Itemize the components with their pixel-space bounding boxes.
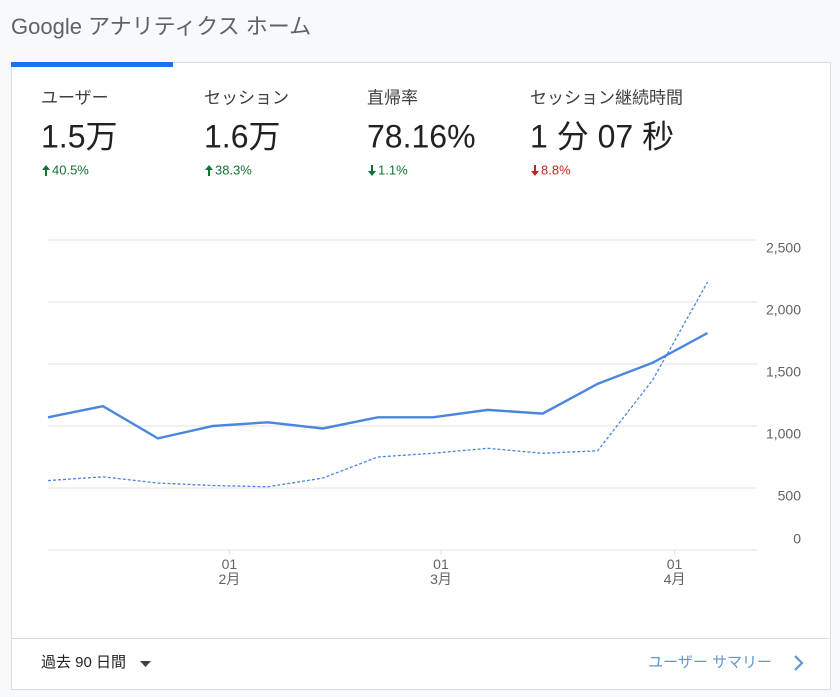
metric-label: セッション — [204, 88, 289, 107]
y-tick-label: 1,500 — [766, 364, 801, 380]
y-tick-label: 1,000 — [766, 426, 801, 442]
y-tick-label: 0 — [793, 531, 801, 547]
y-tick-label: 2,500 — [766, 240, 801, 256]
y-tick-label: 500 — [778, 488, 802, 504]
y-tick-label: 2,000 — [766, 302, 801, 318]
metric-value: 1.6万 — [204, 118, 281, 154]
metric-value: 1.5万 — [41, 118, 118, 154]
series-line — [47, 281, 709, 488]
x-tick-label: 01 2月 — [218, 556, 240, 587]
chevron-icon[interactable] — [794, 655, 804, 671]
metric-label: ユーザー — [41, 88, 109, 107]
trend-arrow — [368, 165, 376, 176]
trend-arrow — [42, 165, 50, 176]
dropdown-icon[interactable] — [140, 661, 151, 667]
page-title: Google アナリティクス ホーム — [11, 14, 311, 39]
x-tick-label: 01 3月 — [430, 556, 452, 587]
trend-arrow — [205, 165, 213, 176]
metrics: ユーザー 1.5万 40.5% セッション 1.6万 38.3% 直帰率 78.16% 1.1%… — [41, 88, 683, 177]
summary-link[interactable]: ユーザー サマリー — [648, 654, 772, 671]
metric-change: 40.5% — [52, 162, 89, 177]
metric-change: 8.8% — [541, 162, 571, 177]
date-range[interactable]: 過去 90 日間 — [41, 654, 126, 671]
metric-change: 1.1% — [378, 162, 408, 177]
series-line — [47, 331, 709, 440]
metric-label: セッション継続時間 — [530, 88, 683, 107]
metric-value: 78.16% — [367, 118, 476, 154]
metric-change: 38.3% — [215, 162, 252, 177]
metric-label: 直帰率 — [367, 88, 418, 107]
card — [11, 62, 831, 690]
trend-arrow — [531, 165, 539, 176]
metric-value: 1 分 07 秒 — [530, 118, 674, 154]
tab-indicator — [11, 62, 173, 67]
x-tick-label: 01 4月 — [664, 556, 686, 587]
chart: 0 500 1,000 1,500 2,000 2,500 01 2月 01 3月 01 4月 — [47, 239, 802, 587]
